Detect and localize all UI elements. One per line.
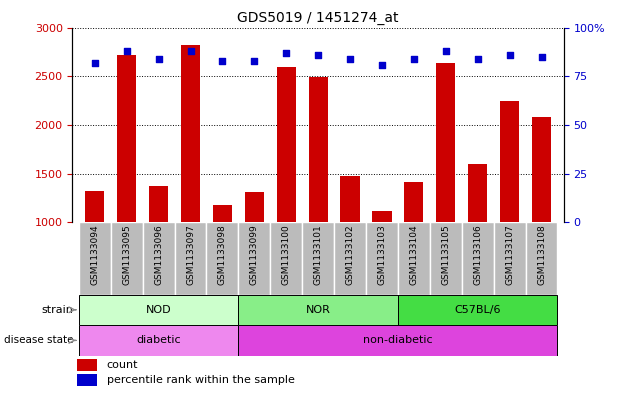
Point bbox=[505, 51, 515, 58]
Bar bbox=[468, 164, 487, 222]
Bar bbox=[309, 77, 328, 222]
Text: GSM1133105: GSM1133105 bbox=[441, 224, 450, 285]
Bar bbox=[398, 222, 430, 294]
Bar bbox=[238, 294, 398, 325]
Point bbox=[409, 55, 419, 62]
Point bbox=[345, 55, 355, 62]
Text: GSM1133095: GSM1133095 bbox=[122, 224, 131, 285]
Bar bbox=[142, 222, 175, 294]
Text: GSM1133102: GSM1133102 bbox=[346, 224, 355, 285]
Bar bbox=[175, 222, 207, 294]
Text: non-diabetic: non-diabetic bbox=[363, 335, 433, 345]
Bar bbox=[430, 222, 462, 294]
Point bbox=[89, 59, 100, 66]
Bar bbox=[525, 222, 558, 294]
Bar bbox=[79, 222, 111, 294]
Bar bbox=[404, 182, 423, 222]
Point bbox=[313, 51, 323, 58]
Bar bbox=[238, 325, 558, 356]
Text: GSM1133106: GSM1133106 bbox=[473, 224, 482, 285]
Title: GDS5019 / 1451274_at: GDS5019 / 1451274_at bbox=[238, 11, 399, 25]
Text: C57BL/6: C57BL/6 bbox=[454, 305, 501, 315]
Text: GSM1133107: GSM1133107 bbox=[505, 224, 514, 285]
Text: GSM1133094: GSM1133094 bbox=[90, 224, 100, 285]
Text: GSM1133103: GSM1133103 bbox=[377, 224, 386, 285]
Text: GSM1133101: GSM1133101 bbox=[314, 224, 323, 285]
Point bbox=[122, 48, 132, 54]
Point bbox=[441, 48, 451, 54]
Bar bbox=[77, 359, 97, 371]
Text: GSM1133099: GSM1133099 bbox=[250, 224, 259, 285]
Bar bbox=[79, 325, 238, 356]
Point bbox=[472, 55, 483, 62]
Bar bbox=[245, 192, 264, 222]
Point bbox=[185, 48, 195, 54]
Text: GSM1133098: GSM1133098 bbox=[218, 224, 227, 285]
Bar bbox=[181, 45, 200, 222]
Bar bbox=[207, 222, 238, 294]
Bar bbox=[500, 101, 519, 222]
Bar bbox=[111, 222, 142, 294]
Bar bbox=[85, 191, 105, 222]
Point bbox=[281, 50, 291, 56]
Point bbox=[217, 57, 227, 64]
Bar bbox=[372, 211, 391, 222]
Text: GSM1133096: GSM1133096 bbox=[154, 224, 163, 285]
Text: strain: strain bbox=[41, 305, 73, 315]
Bar bbox=[302, 222, 334, 294]
Text: NOR: NOR bbox=[306, 305, 331, 315]
Bar bbox=[436, 62, 455, 222]
Bar bbox=[494, 222, 525, 294]
Text: GSM1133097: GSM1133097 bbox=[186, 224, 195, 285]
Bar bbox=[238, 222, 270, 294]
Bar bbox=[340, 176, 360, 222]
Text: diabetic: diabetic bbox=[136, 335, 181, 345]
Text: disease state: disease state bbox=[4, 335, 73, 345]
Bar bbox=[117, 55, 136, 222]
Bar bbox=[77, 374, 97, 386]
Text: NOD: NOD bbox=[146, 305, 171, 315]
Bar bbox=[462, 222, 494, 294]
Bar bbox=[79, 294, 238, 325]
Bar bbox=[277, 68, 296, 222]
Text: GSM1133104: GSM1133104 bbox=[410, 224, 418, 285]
Bar bbox=[398, 294, 558, 325]
Text: count: count bbox=[107, 360, 139, 370]
Bar bbox=[366, 222, 398, 294]
Bar bbox=[213, 205, 232, 222]
Point bbox=[154, 55, 164, 62]
Bar bbox=[270, 222, 302, 294]
Bar bbox=[532, 117, 551, 222]
Point bbox=[537, 53, 547, 60]
Point bbox=[249, 57, 260, 64]
Text: percentile rank within the sample: percentile rank within the sample bbox=[107, 375, 295, 385]
Bar bbox=[149, 186, 168, 222]
Text: GSM1133100: GSM1133100 bbox=[282, 224, 290, 285]
Bar bbox=[334, 222, 366, 294]
Point bbox=[377, 61, 387, 68]
Text: GSM1133108: GSM1133108 bbox=[537, 224, 546, 285]
